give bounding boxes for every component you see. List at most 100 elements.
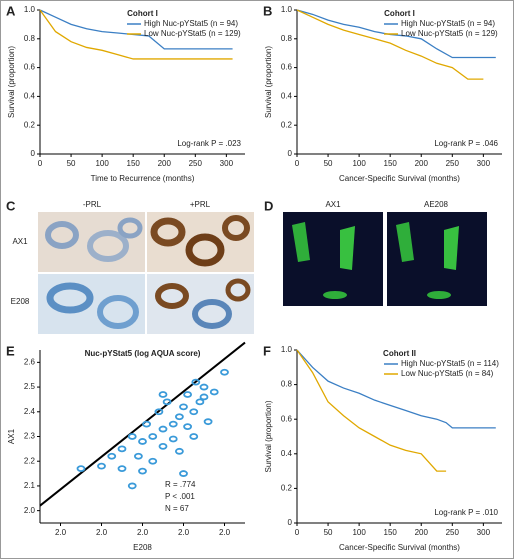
panel-label: A: [6, 3, 16, 18]
x-tick-label: 250: [446, 528, 460, 537]
chart-title: Cohort I: [384, 9, 415, 18]
x-tick-label: 250: [189, 159, 203, 168]
point: [138, 467, 147, 475]
survival-curve: [296, 9, 496, 59]
point: [76, 465, 86, 473]
panel-label: E: [6, 343, 15, 358]
x-axis-label: Cancer-Specific Survival (months): [339, 543, 460, 552]
y-axis-label: Survival (proportion): [7, 46, 16, 118]
panel-label: F: [263, 343, 271, 358]
point: [117, 445, 127, 453]
point: [168, 435, 178, 443]
y-tick-label: 2.3: [24, 432, 36, 441]
x-tick-label: 50: [324, 528, 333, 537]
point: [174, 413, 184, 421]
column-label: AX1: [325, 200, 341, 209]
point: [168, 420, 178, 428]
survival-curve: [39, 9, 233, 60]
y-tick-label: 1.0: [24, 5, 36, 14]
point: [133, 452, 143, 460]
point: [191, 378, 201, 386]
point: [107, 452, 117, 460]
annotation: Log-rank P = .010: [434, 508, 498, 517]
x-tick-label: 250: [446, 159, 460, 168]
y-tick-label: 0.4: [281, 92, 293, 101]
column-label: AE208: [424, 200, 449, 209]
survival-curve: [296, 349, 447, 472]
x-tick-label: 150: [384, 528, 398, 537]
panel-label: B: [263, 3, 272, 18]
y-tick-label: 0.2: [281, 120, 293, 129]
legend-label: Low Nuc-pYStat5 (n = 84): [401, 369, 494, 378]
annotation: N = 67: [165, 504, 189, 513]
chart-title: Cohort I: [127, 9, 158, 18]
y-tick-label: 2.4: [24, 407, 36, 416]
x-tick-label: 200: [415, 528, 429, 537]
x-tick-label: 300: [477, 528, 491, 537]
y-tick-label: 0: [31, 149, 36, 158]
annotation: R = .774: [165, 480, 196, 489]
micrograph: [38, 274, 145, 334]
x-tick-label: 0: [38, 159, 43, 168]
chart-title: Nuc-pYStat5 (log AQUA score): [85, 349, 201, 358]
point: [138, 438, 147, 445]
x-tick-label: 2.0: [219, 528, 231, 537]
row-label: E208: [11, 297, 30, 306]
y-tick-label: 0.8: [281, 380, 293, 389]
point: [183, 391, 193, 398]
point: [97, 462, 106, 470]
x-tick-label: 200: [158, 159, 172, 168]
x-tick-label: 150: [127, 159, 141, 168]
y-tick-label: 0.2: [281, 484, 293, 493]
survival-curve: [39, 9, 233, 50]
x-tick-label: 300: [220, 159, 234, 168]
column-label: -PRL: [83, 200, 102, 209]
x-axis-label: Time to Recurrence (months): [91, 174, 195, 183]
x-tick-label: 0: [295, 159, 300, 168]
x-tick-label: 50: [67, 159, 76, 168]
y-tick-label: 1.0: [281, 345, 293, 354]
y-tick-label: 2.6: [24, 357, 36, 366]
point: [162, 398, 172, 406]
point: [158, 391, 168, 398]
point: [189, 408, 199, 416]
y-tick-label: 0.4: [281, 449, 293, 458]
annotation: Log-rank P = .046: [434, 139, 498, 148]
fluorescence-image: [283, 212, 383, 306]
y-tick-label: 2.5: [24, 382, 36, 391]
x-tick-label: 2.0: [55, 528, 67, 537]
chart-title: Cohort II: [383, 349, 416, 358]
x-tick-label: 2.0: [178, 528, 190, 537]
point: [142, 420, 152, 428]
x-axis-label: Cancer-Specific Survival (months): [339, 174, 460, 183]
legend-label: Low Nuc-pYStat5 (n = 129): [401, 29, 498, 38]
y-tick-label: 0.8: [24, 34, 36, 43]
x-axis-label: E208: [133, 543, 152, 552]
survival-curve: [296, 349, 496, 429]
panel-label: D: [264, 198, 273, 213]
micrograph: [147, 274, 254, 334]
annotation: Log-rank P = .023: [177, 139, 241, 148]
point: [199, 393, 209, 401]
point: [174, 447, 184, 455]
point: [220, 368, 229, 376]
point: [189, 433, 199, 440]
micrograph: [38, 212, 145, 272]
fluorescence-image: [387, 212, 487, 306]
y-tick-label: 1.0: [281, 5, 293, 14]
point: [127, 433, 137, 440]
panel-label: C: [6, 198, 16, 213]
y-axis-label: Survival (proportion): [264, 400, 273, 472]
y-tick-label: 0.6: [281, 63, 293, 72]
point: [154, 408, 164, 416]
y-tick-label: 0: [288, 518, 293, 527]
point: [148, 457, 158, 465]
annotation: P < .001: [165, 492, 195, 501]
micrograph: [147, 212, 254, 272]
point: [199, 383, 209, 391]
y-tick-label: 0.4: [24, 92, 36, 101]
y-tick-label: 0.6: [24, 63, 36, 72]
x-tick-label: 2.0: [96, 528, 108, 537]
point: [117, 465, 127, 473]
